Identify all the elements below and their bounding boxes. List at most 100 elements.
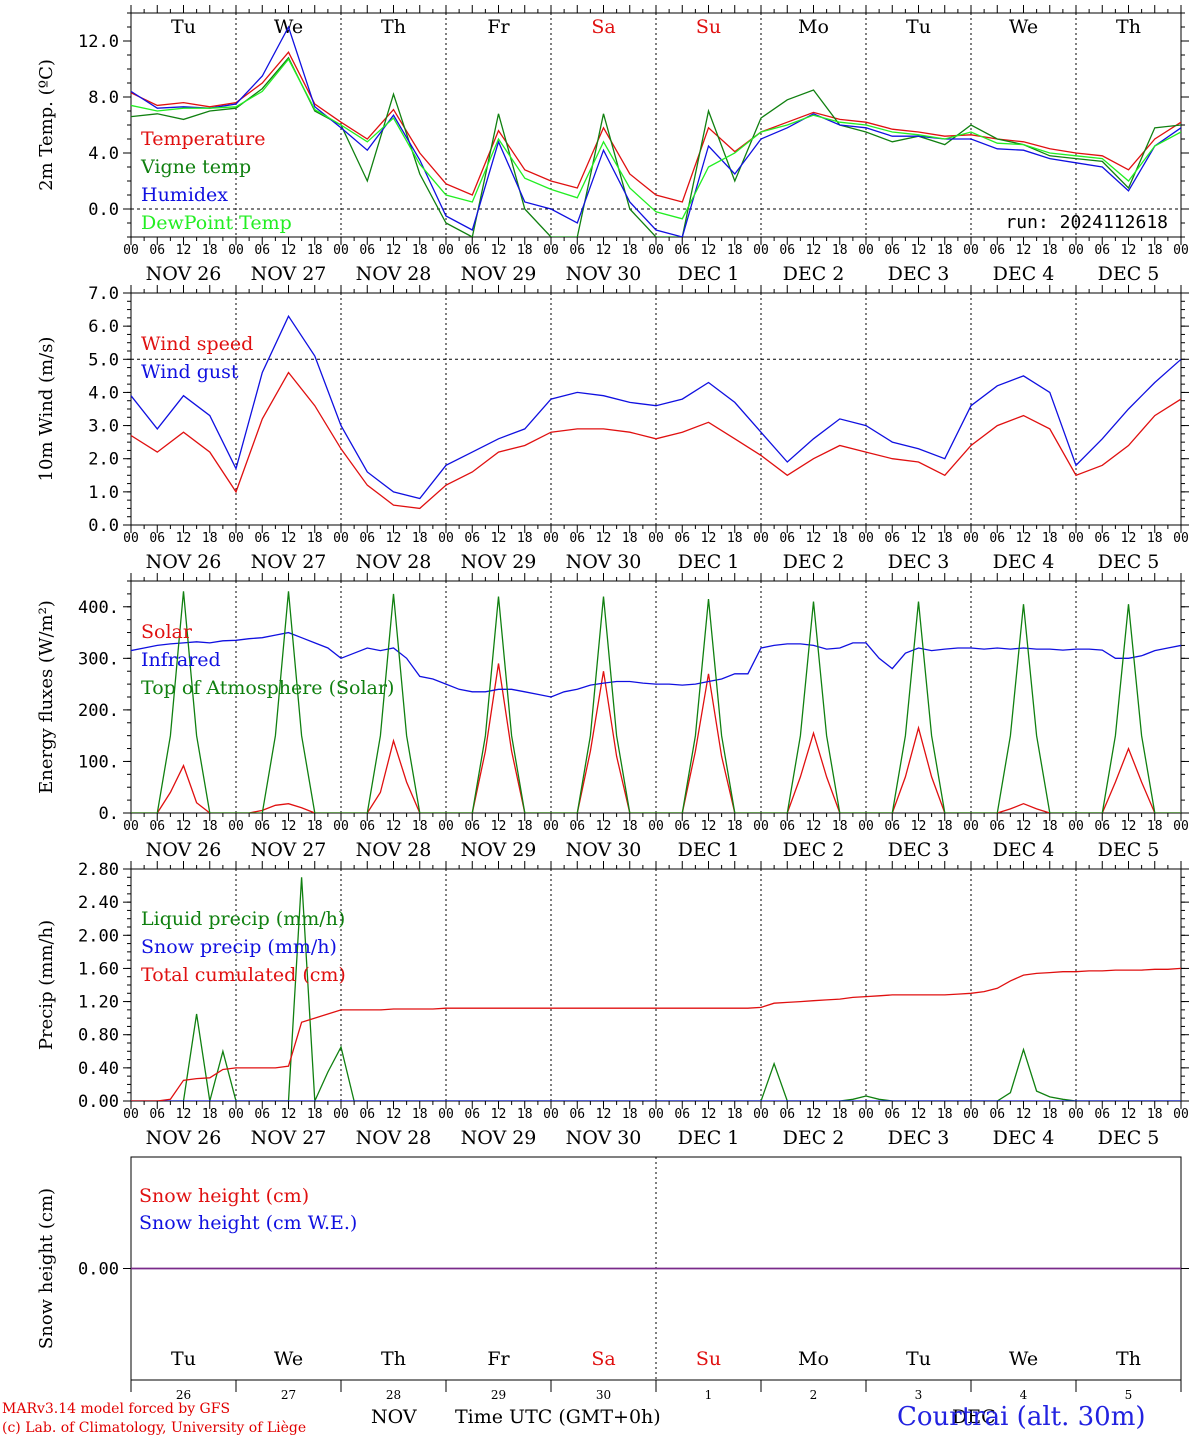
y-axis-label: Snow height (cm) (36, 1188, 57, 1349)
series-line (131, 58, 1181, 220)
x-hour-label: 18 (202, 819, 218, 834)
credits: MARv3.14 model forced by GFS (c) Lab. of… (2, 1400, 306, 1438)
x-hour-label: 00 (753, 1107, 769, 1122)
x-hour-label: 00 (123, 819, 139, 834)
x-hour-label: 00 (1068, 531, 1084, 546)
x-hour-label: 12 (176, 819, 192, 834)
x-hour-label: 06 (359, 243, 375, 258)
y-tick-label: 0.00 (78, 1092, 119, 1112)
legend-entry: Top of Atmosphere (Solar) (141, 677, 394, 699)
x-hour-label: 12 (911, 531, 927, 546)
x-hour-label: 18 (307, 531, 323, 546)
x-date-label: NOV 27 (251, 551, 327, 573)
x-hour-label: 12 (176, 531, 192, 546)
x-hour-label: 00 (858, 531, 874, 546)
x-hour-label: 00 (753, 819, 769, 834)
x-date-label: DEC 3 (888, 263, 950, 285)
x-hour-label: 12 (491, 1107, 507, 1122)
legend-entry: Wind speed (141, 333, 253, 355)
y-tick-label: 1.60 (78, 959, 119, 979)
x-hour-label: 06 (989, 1107, 1005, 1122)
x-hour-label: 06 (1094, 531, 1110, 546)
x-hour-label: 00 (438, 531, 454, 546)
x-date-label: DEC 3 (888, 1127, 950, 1149)
x-hour-label: 18 (832, 243, 848, 258)
x-hour-label: 06 (569, 531, 585, 546)
weekday-label: Th (1116, 16, 1141, 38)
y-tick-label: 0.0 (88, 200, 119, 220)
x-hour-label: 00 (333, 531, 349, 546)
x-hour-label: 06 (464, 819, 480, 834)
x-hour-label: 12 (176, 243, 192, 258)
x-date-label: DEC 5 (1098, 839, 1160, 861)
x-hour-label: 00 (963, 243, 979, 258)
location-label: Courtrai (alt. 30m) (897, 1402, 1146, 1432)
x-date-label: DEC 1 (678, 551, 740, 573)
x-weekday-label: Su (696, 1348, 721, 1370)
x-hour-label: 18 (727, 531, 743, 546)
x-hour-label: 12 (281, 243, 297, 258)
x-date-label: DEC 5 (1098, 551, 1160, 573)
x-date-label: DEC 3 (888, 839, 950, 861)
weekday-label: Su (696, 16, 721, 38)
x-date-label: NOV 30 (566, 1127, 642, 1149)
x-hour-label: 18 (517, 819, 533, 834)
y-axis-label: 10m Wind (m/s) (36, 337, 57, 482)
weekday-label: We (1009, 16, 1038, 38)
x-hour-label: 00 (963, 531, 979, 546)
x-hour-label: 00 (438, 819, 454, 834)
x-hour-label: 06 (254, 243, 270, 258)
x-date-label: NOV 27 (251, 263, 327, 285)
y-tick-label: 4.0 (88, 383, 119, 403)
x-weekday-label: Mo (798, 1348, 829, 1370)
x-hour-label: 00 (753, 531, 769, 546)
x-hour-label: 18 (412, 243, 428, 258)
x-hour-label: 06 (359, 1107, 375, 1122)
legend-entry: Wind gust (141, 361, 239, 383)
credit-line-2: (c) Lab. of Climatology, University of L… (2, 1420, 307, 1436)
x-date-label: DEC 2 (783, 839, 845, 861)
x-hour-label: 18 (1042, 243, 1058, 258)
y-tick-label: 300. (78, 649, 119, 669)
series-line (131, 967, 1181, 1101)
x-hour-label: 06 (464, 1107, 480, 1122)
x-hour-label: 12 (701, 531, 717, 546)
x-hour-label: 18 (832, 531, 848, 546)
x-hour-label: 00 (543, 819, 559, 834)
legend-entry: Infrared (141, 649, 221, 671)
x-hour-label: 12 (806, 531, 822, 546)
x-hour-label: 06 (149, 243, 165, 258)
x-hour-label: 00 (228, 531, 244, 546)
x-hour-label: 00 (333, 243, 349, 258)
x-date-label: DEC 4 (993, 839, 1055, 861)
legend-entry: Total cumulated (cm) (141, 964, 346, 986)
x-date-label: NOV 29 (461, 839, 537, 861)
x-hour-label: 06 (989, 531, 1005, 546)
x-hour-label: 12 (386, 1107, 402, 1122)
x-hour-label: 00 (1173, 1107, 1189, 1122)
y-tick-label: 2.80 (78, 860, 119, 880)
x-hour-label: 12 (1121, 1107, 1137, 1122)
x-hour-label: 18 (1042, 1107, 1058, 1122)
x-hour-label: 00 (543, 1107, 559, 1122)
x-hour-label: 18 (517, 1107, 533, 1122)
x-hour-label: 06 (149, 819, 165, 834)
weekday-label: Fr (487, 16, 510, 38)
x-date-label: NOV 26 (146, 839, 222, 861)
x-hour-label: 12 (386, 243, 402, 258)
x-date-label: DEC 4 (993, 263, 1055, 285)
x-hour-label: 18 (412, 531, 428, 546)
x-weekday-label: Tu (906, 1348, 931, 1370)
x-hour-label: 12 (806, 1107, 822, 1122)
x-date-label: NOV 29 (461, 1127, 537, 1149)
x-hour-label: 18 (1042, 819, 1058, 834)
x-hour-label: 00 (648, 819, 664, 834)
x-date-label: DEC 1 (678, 839, 740, 861)
x-hour-label: 06 (1094, 1107, 1110, 1122)
x-hour-label: 12 (701, 1107, 717, 1122)
x-hour-label: 12 (701, 819, 717, 834)
x-hour-label: 06 (569, 819, 585, 834)
legend-entry: Temperature (141, 128, 265, 150)
x-hour-label: 00 (963, 819, 979, 834)
y-axis-label: Precip (mm/h) (36, 920, 57, 1050)
